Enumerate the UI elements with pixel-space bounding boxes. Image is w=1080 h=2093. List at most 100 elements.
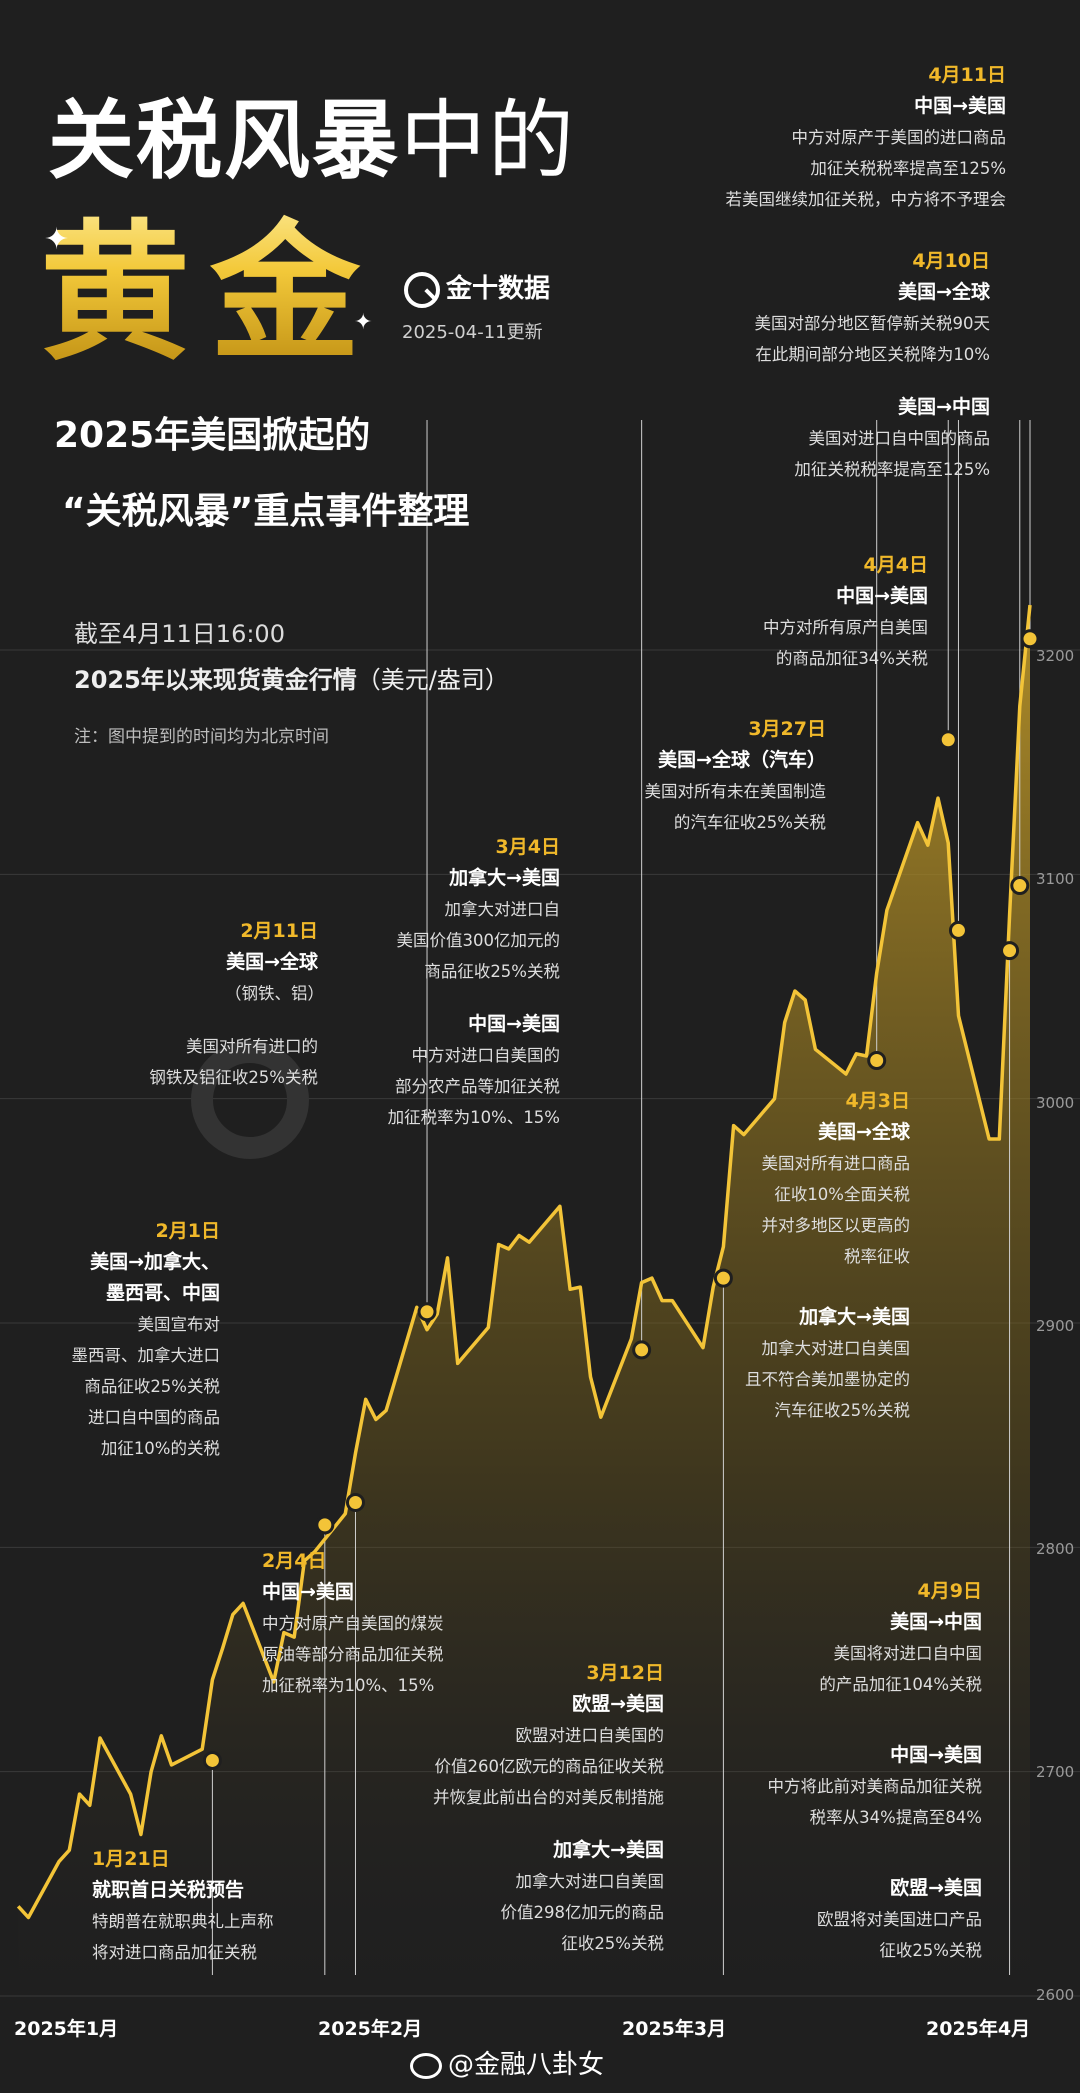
event-feb1: 2月1日 美国→加拿大、 墨西哥、中国 美国宣布对 墨西哥、加拿大进口 商品征收… — [72, 1216, 221, 1464]
event-head: 美国→中国 — [890, 1611, 982, 1633]
event-text: 美国对所有进口的 — [186, 1037, 318, 1056]
event-text: 加拿大对进口自美国 — [761, 1339, 911, 1358]
event-text: 美国宣布对 — [137, 1315, 221, 1334]
event-text: 将对进口商品加征关税 — [92, 1943, 257, 1962]
y-tick: 3200 — [1036, 647, 1075, 665]
event-head: 加拿大→美国 — [553, 1839, 664, 1861]
event-feb11: 2月11日 美国→全球 （钢铁、铝） 美国对所有进口的 钢铁及铝征收25%关税 — [149, 916, 324, 1093]
event-text: 价值298亿加元的商品 — [500, 1903, 665, 1922]
event-head: 美国→全球 — [818, 1121, 910, 1143]
event-text: 美国价值300亿加元的 — [396, 931, 561, 950]
update-date: 2025-04-11更新 — [402, 322, 543, 343]
event-text: 部分农产品等加征关税 — [395, 1077, 560, 1096]
event-text: 征收25%关税 — [561, 1934, 664, 1953]
event-text: 欧盟将对美国进口产品 — [817, 1910, 982, 1929]
event-text: 的汽车征收25%关税 — [673, 813, 826, 832]
event-text: 钢铁及铝征收25%关税 — [149, 1068, 318, 1087]
event-head: 中国→美国 — [262, 1581, 354, 1603]
event-text: 加征关税税率提高至125% — [810, 159, 1006, 178]
event-text: 中方对所有原产自美国 — [763, 618, 928, 637]
sparkle-icon: ✦ — [354, 310, 373, 335]
event-text: 加征10%的关税 — [100, 1439, 220, 1458]
footer-handle: @金融八卦女 — [410, 2044, 604, 2081]
y-tick: 2800 — [1036, 1540, 1075, 1558]
y-tick: 2900 — [1036, 1317, 1075, 1335]
y-tick: 2600 — [1036, 1986, 1075, 2004]
x-tick: 2025年3月 — [622, 2018, 727, 2040]
event-apr11: 4月11日 中国→美国 中方对原产于美国的进口商品 加征关税税率提高至125% … — [726, 60, 1007, 215]
event-text: （钢铁、铝） — [225, 984, 324, 1003]
event-head: 美国→全球（汽车） — [658, 749, 826, 771]
as-of-time: 截至4月11日16:00 — [74, 620, 285, 648]
event-apr3: 4月3日 美国→全球 美国对所有进口商品 征收10%全面关税 并对多地区以更高的… — [745, 1086, 910, 1426]
event-text: 中方对原产于美国的进口商品 — [791, 128, 1007, 147]
event-date: 2月11日 — [240, 920, 318, 942]
event-marker — [202, 1750, 222, 1770]
title-gold: 黄金 — [40, 172, 380, 389]
event-text: 征收10%全面关税 — [774, 1185, 910, 1204]
event-head: 欧盟→美国 — [572, 1693, 664, 1715]
event-text: 中方对进口自美国的 — [411, 1046, 561, 1065]
event-text: 加征税率为10%、15% — [262, 1676, 435, 1695]
event-date: 4月9日 — [917, 1580, 982, 1602]
event-date: 4月10日 — [912, 250, 990, 272]
event-head: 就职首日关税预告 — [92, 1879, 245, 1901]
event-head: 美国→加拿大、 — [90, 1251, 220, 1273]
event-text: 美国对进口自中国的商品 — [808, 429, 991, 448]
event-text: 征收25%关税 — [879, 1941, 982, 1960]
event-marker — [1000, 941, 1020, 961]
event-text: 且不符合美加墨协定的 — [745, 1370, 910, 1389]
event-text: 美国对部分地区暂停新关税90天 — [754, 314, 991, 333]
watermark-logo-icon — [191, 1041, 309, 1159]
event-head: 美国→中国 — [898, 396, 990, 418]
event-apr10: 4月10日 美国→全球 美国对部分地区暂停新关税90天 在此期间部分地区关税降为… — [755, 246, 991, 485]
event-marker — [1010, 876, 1030, 896]
event-text: 价值260亿欧元的商品征收关税 — [434, 1757, 665, 1776]
event-text: 税率从34%提高至84% — [809, 1808, 982, 1827]
event-date: 3月12日 — [586, 1662, 664, 1684]
event-date: 2月4日 — [262, 1550, 327, 1572]
price-line — [16, 604, 1032, 1920]
event-mar12: 3月12日 欧盟→美国 欧盟对进口自美国的 价值260亿欧元的商品征收关税 并恢… — [433, 1658, 664, 1959]
brand-logo: 金十数据 — [404, 268, 550, 308]
x-tick: 2025年2月 — [318, 2018, 423, 2040]
event-head: 中国→美国 — [890, 1744, 982, 1766]
brand-icon — [404, 271, 440, 308]
event-text: 中方将此前对美商品加征关税 — [767, 1777, 983, 1796]
x-tick: 2025年1月 — [14, 2018, 119, 2040]
event-text: 税率征收 — [844, 1247, 910, 1266]
chart-title-text: 2025年以来现货黄金行情 — [74, 666, 357, 694]
chart-note: 注：图中提到的时间均为北京时间 — [74, 727, 329, 747]
event-feb4: 2月4日 中国→美国 中方对原产自美国的煤炭 原油等部分商品加征关税 加征税率为… — [262, 1546, 444, 1701]
event-date: 4月11日 — [928, 64, 1006, 86]
event-text: 欧盟对进口自美国的 — [515, 1726, 665, 1745]
event-text: 的商品加征34%关税 — [775, 649, 928, 668]
title-bold: 关税风暴 — [48, 91, 400, 191]
event-head: 加拿大→美国 — [799, 1306, 910, 1328]
event-date: 3月4日 — [495, 836, 560, 858]
event-text: 美国将对进口自中国 — [833, 1644, 983, 1663]
event-text: 在此期间部分地区关税降为10% — [755, 345, 990, 364]
weibo-icon — [410, 2052, 442, 2079]
subtitle-line1: 2025年美国掀起的 — [54, 415, 371, 456]
event-text: 美国对所有未在美国制造 — [644, 782, 827, 801]
event-text: 美国对所有进口商品 — [761, 1154, 911, 1173]
subtitle-line2: “关税风暴”重点事件整理 — [62, 491, 470, 532]
event-text: 并恢复此前出台的对美反制措施 — [433, 1788, 664, 1807]
y-tick: 3000 — [1036, 1094, 1075, 1112]
event-date: 4月4日 — [863, 554, 928, 576]
event-head: 美国→全球 — [226, 951, 318, 973]
event-apr4: 4月4日 中国→美国 中方对所有原产自美国 的商品加征34%关税 — [763, 550, 928, 674]
event-date: 1月21日 — [92, 1848, 170, 1870]
event-head: 美国→全球 — [898, 281, 990, 303]
event-text: 中方对原产自美国的煤炭 — [262, 1614, 444, 1633]
event-marker — [713, 1268, 733, 1288]
x-tick: 2025年4月 — [926, 2018, 1031, 2040]
event-text: 墨西哥、加拿大进口 — [71, 1346, 221, 1365]
event-text: 特朗普在就职典礼上声称 — [92, 1912, 274, 1931]
event-marker — [867, 1051, 887, 1071]
event-text: 加拿大对进口自 — [444, 900, 561, 919]
event-marker — [345, 1492, 365, 1512]
event-head: 中国→美国 — [468, 1013, 560, 1035]
